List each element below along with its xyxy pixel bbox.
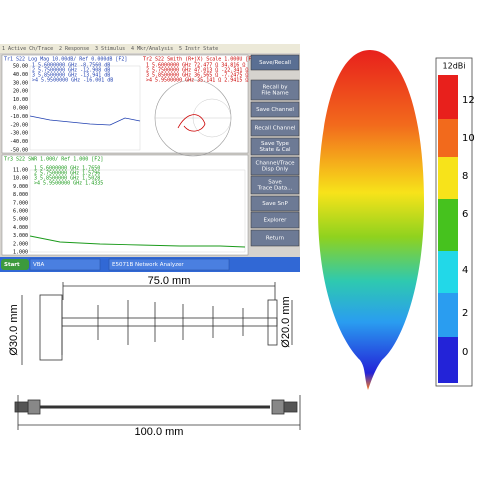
- y-tick-label: -50.00: [10, 148, 28, 154]
- dim-length: 75.0 mm: [148, 275, 191, 287]
- y-tick-label: 1.000: [13, 250, 28, 256]
- softkey-label[interactable]: Recall Channel: [255, 126, 296, 132]
- antenna-drawing: [14, 282, 301, 430]
- y-tick-label: -30.00: [10, 131, 28, 137]
- y-tick-label: 6.000: [13, 209, 28, 215]
- menu-item[interactable]: 3 Stimulus: [95, 46, 125, 52]
- menu-item[interactable]: 5 Instr State: [179, 46, 218, 52]
- dim-cable: 100.0 mm: [135, 426, 184, 438]
- y-tick-label: 20.00: [13, 89, 28, 95]
- y-tick-label: 10.00: [13, 97, 28, 103]
- softkey-label[interactable]: Explorer: [264, 218, 288, 224]
- softkey-label[interactable]: Save Channel: [256, 107, 294, 113]
- softkey-label[interactable]: Save: [268, 180, 282, 186]
- marker-readout: 1 5.6000000 GHz 1.7650: [34, 166, 100, 172]
- colorbar-label: 2: [462, 308, 468, 319]
- marker-readout: 1 5.6000000 GHz 72.477 Ω 34.816 Ω: [146, 63, 245, 69]
- y-tick-label: 11.00: [13, 168, 28, 174]
- y-tick-label: 10.00: [13, 176, 28, 182]
- trace1-grid: [29, 65, 141, 151]
- softkey[interactable]: [250, 195, 300, 212]
- trace-header: Tr1 S22 Log Mag 10.00dB/ Ref 0.000dB [F2…: [4, 57, 127, 63]
- y-tick-label: 2.000: [13, 241, 28, 247]
- colorbar-label: 4: [462, 265, 468, 276]
- softkey-label[interactable]: Channel/Trace: [255, 161, 295, 167]
- y-tick-label: 8.000: [13, 192, 28, 198]
- softkey-label[interactable]: Save/Recall: [259, 60, 291, 66]
- taskbar-label[interactable]: E5071B Network Analyzer: [112, 262, 184, 268]
- y-tick-label: 3.000: [13, 233, 28, 239]
- start-button[interactable]: [1, 259, 29, 270]
- colorbar-label: 6: [462, 209, 468, 220]
- softkey[interactable]: [250, 101, 300, 118]
- softkey-label[interactable]: State & Cal: [259, 147, 291, 153]
- marker-readout: >4 5.9500000 GHz 35.141 Ω 2.9415 Ω: [146, 78, 248, 84]
- taskbar-label[interactable]: Start: [4, 262, 20, 268]
- marker-readout: 2 5.7500000 GHz -12.908 dB: [32, 68, 110, 74]
- softkey-label[interactable]: Disp Only: [262, 167, 289, 173]
- radiation-pattern: [318, 50, 425, 390]
- marker-readout: 3 5.8500000 GHz 36.565 Ω -7.2475 Ω: [146, 73, 248, 79]
- y-tick-label: 40.00: [13, 72, 28, 78]
- marker-readout: >4 5.9500000 GHz -16.001 dB: [32, 78, 113, 84]
- trace-header: Tr2 S22 Smith (R+jX) Scale 1.000U [F2]: [143, 57, 257, 63]
- softkey[interactable]: [250, 137, 300, 156]
- softkey-label[interactable]: Trace Data...: [257, 186, 293, 192]
- softkey-label[interactable]: Recall by: [263, 85, 289, 91]
- colorbar-label: 8: [462, 171, 468, 182]
- colorbar-label: 12: [462, 95, 475, 106]
- y-tick-label: 0.000: [13, 106, 28, 112]
- y-tick-label: 30.00: [13, 80, 28, 86]
- task-button[interactable]: [108, 258, 230, 271]
- colorbar-title: 12dBi: [443, 62, 466, 71]
- trace3-grid: [29, 169, 246, 253]
- y-tick-label: 9.000: [13, 184, 28, 190]
- menu-item[interactable]: 1 Active Ch/Trace: [2, 46, 53, 52]
- softkey[interactable]: [250, 211, 300, 229]
- softkey-label[interactable]: File Name: [261, 91, 289, 97]
- colorbar-label: 0: [462, 347, 468, 358]
- y-tick-label: -10.00: [10, 114, 28, 120]
- smith-trace: [177, 114, 206, 132]
- task-button[interactable]: [29, 258, 101, 271]
- y-tick-label: -20.00: [10, 122, 28, 128]
- softkey-label[interactable]: Save SnP: [262, 201, 288, 207]
- trace1-panel: [1, 54, 249, 154]
- softkey[interactable]: [250, 119, 300, 137]
- dim-reflector: Ø30.0 mm: [8, 304, 20, 355]
- menu-item[interactable]: 4 Mkr/Analysis: [131, 46, 173, 52]
- softkey-label[interactable]: Save Type: [261, 141, 289, 147]
- softkey[interactable]: [250, 54, 300, 71]
- trace3-line: [29, 235, 246, 248]
- dim-director: Ø20.0 mm: [280, 296, 292, 347]
- marker-readout: 3 5.8500000 GHz 1.5028: [34, 176, 100, 182]
- y-tick-label: 50.00: [13, 64, 28, 70]
- taskbar-label[interactable]: VBA: [33, 262, 45, 268]
- marker-readout: 2 5.7500000 GHz 1.5796: [34, 171, 100, 177]
- colorbar-bar: [438, 75, 458, 383]
- trace1-line: [29, 115, 141, 126]
- marker-readout: 2 5.7500000 GHz 47.013 Ω -22.341 Ω: [146, 68, 248, 74]
- marker-readout: >4 5.9500000 GHz 1.4335: [34, 181, 103, 187]
- marker-readout: 1 5.6000000 GHz -8.7560 dB: [32, 63, 110, 69]
- y-tick-label: 5.000: [13, 217, 28, 223]
- menu-bar: [0, 44, 300, 53]
- y-tick-label: 7.000: [13, 200, 28, 206]
- menu-item[interactable]: 2 Response: [59, 46, 89, 52]
- softkey[interactable]: [250, 229, 300, 247]
- y-tick-label: -40.00: [10, 139, 28, 145]
- colorbar-label: 10: [462, 133, 475, 144]
- softkey-label[interactable]: Return: [266, 236, 285, 242]
- trace-header: Tr3 S22 SWR 1.000/ Ref 1.000 [F2]: [4, 157, 103, 163]
- softkey[interactable]: [250, 79, 300, 101]
- softkey[interactable]: [250, 156, 300, 176]
- marker-readout: 3 5.8500000 GHz -13.941 dB: [32, 73, 110, 79]
- y-tick-label: 4.000: [13, 225, 28, 231]
- softkey[interactable]: [250, 175, 300, 195]
